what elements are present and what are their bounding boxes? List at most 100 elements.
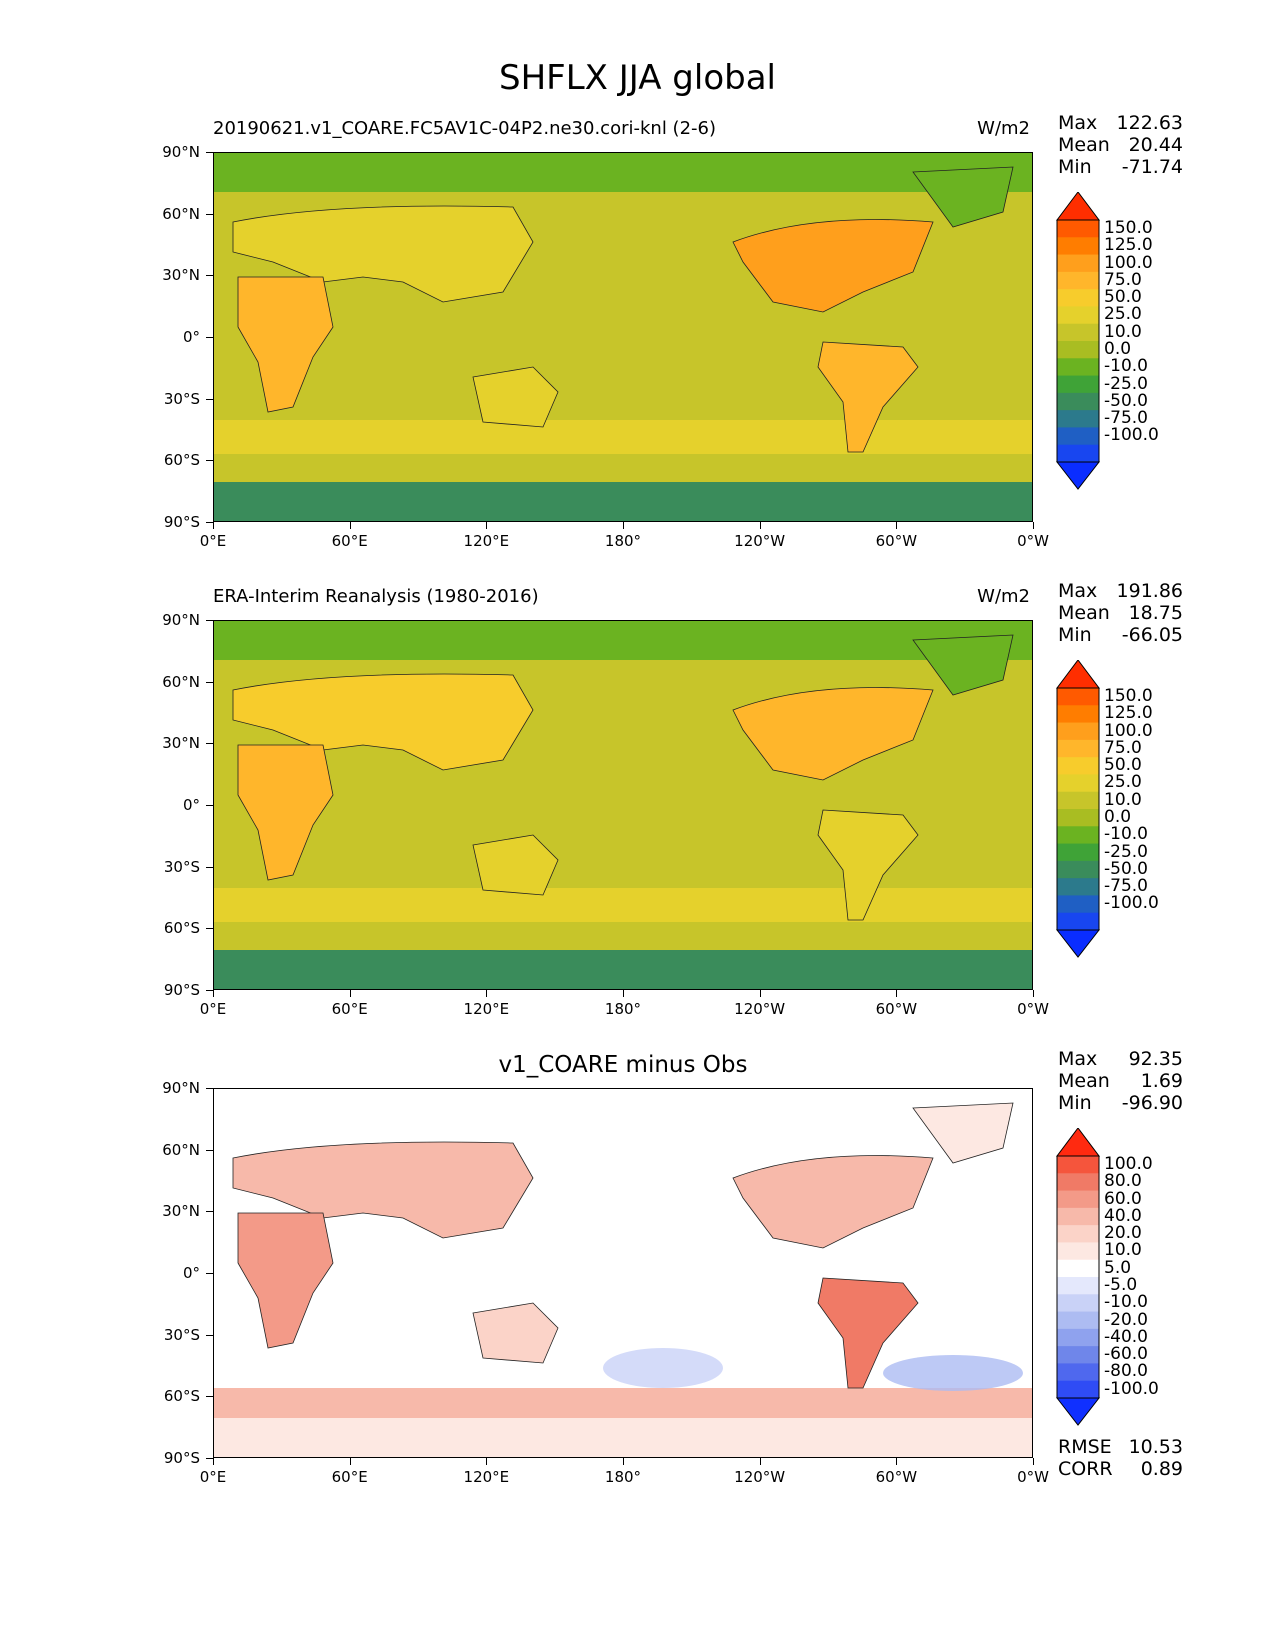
colorbar-tick-label: 50.0 [1104,287,1142,308]
lon-tick [1033,1458,1034,1465]
map-frame [213,620,1033,990]
lon-tick [623,522,624,529]
eurasia-land [232,205,534,303]
map-difference [213,1088,1033,1458]
panel-obs: ERA-Interim Reanalysis (1980-2016) W/m2 … [0,568,1275,1018]
colorbar-segment [1057,1173,1099,1192]
panel-units: W/m2 [977,586,1030,607]
colorbar-segment [1057,1190,1099,1209]
lat-tick [206,1088,213,1089]
lon-tick [759,990,761,997]
colorbar-tick-label: 60.0 [1104,1188,1142,1209]
lon-tick [349,1458,351,1465]
lat-tick-label: 90°N [162,611,200,629]
colorbar-segment [1057,1311,1099,1330]
colorbar-segment [1057,427,1099,446]
colorbar-tick-label: -50.0 [1104,390,1148,411]
colorbar-segment [1057,1156,1099,1174]
colorbar-extend-bottom [1055,1397,1101,1426]
colorbar-segment [1057,306,1099,325]
colorbar-segment [1057,1242,1099,1261]
lon-tick-label: 120°E [463,532,510,550]
stats-block: Max 122.63 Mean 20.44 Min -71.74 [1058,112,1183,178]
stat-label: Mean [1058,602,1110,624]
colorbar [1055,1128,1101,1426]
lon-tick [1033,990,1034,997]
lon-tick [623,990,624,997]
colorbar-segment [1057,1207,1099,1226]
colorbar-tick-label: -75.0 [1104,876,1148,897]
lon-tick [1033,522,1034,529]
lon-tick-label: 60°E [331,1468,368,1486]
stat-label: Max [1058,112,1098,134]
lon-tick [896,990,898,997]
stat-value: 0.89 [1140,1458,1183,1480]
colorbar-extend-top [1056,192,1100,221]
colorbar-segment [1057,375,1099,394]
stat-value: -71.74 [1121,156,1183,178]
colorbar-segment [1057,323,1099,342]
lat-tick [206,1149,213,1151]
colorbar-segment [1057,220,1099,238]
lat-tick-label: 90°N [162,143,200,161]
lon-tick [349,990,351,997]
colorbar-frame [1056,1155,1100,1399]
lat-tick-label: 60°S [163,451,200,470]
stat-value: -96.90 [1121,1092,1183,1114]
colorbar-tick-label: 150.0 [1104,686,1153,706]
north-america-land [732,687,934,781]
colorbar-segment [1057,843,1099,862]
colorbar-segment [1057,791,1099,810]
lat-tick-label: 0° [182,796,200,814]
colorbar [1055,660,1101,958]
lon-tick-label: 120°E [463,1468,510,1486]
colorbar-tick-label: 75.0 [1104,737,1142,758]
lat-tick [206,1396,213,1398]
stat-label: Max [1058,1048,1098,1070]
eurasia-land [232,673,534,771]
lat-tick [206,213,213,215]
lon-tick [896,1458,898,1465]
lat-tick-label: 30°S [163,857,200,876]
south-america-land [817,809,919,921]
colorbar-segment [1057,878,1099,896]
lat-tick [206,928,213,930]
colorbar-tick-label: -10.0 [1104,356,1148,377]
colorbar-segment [1057,444,1099,463]
lat-tick-label: 30°S [163,1325,200,1344]
antarctica-region [213,1418,1033,1458]
stat-value: 191.86 [1116,580,1183,602]
lon-tick-label: 120°W [734,1000,786,1018]
lat-tick [206,681,213,683]
colorbar-segment [1057,237,1099,256]
australia-land [472,1302,559,1364]
colorbar-tick-label: 125.0 [1104,235,1153,256]
lat-tick [206,275,213,277]
africa-land [237,1212,334,1349]
colorbar-tick-label: 75.0 [1104,269,1142,290]
stats-block: Max 92.35 Mean 1.69 Min -96.90 [1058,1048,1183,1114]
lat-tick [206,460,213,462]
panel-left-title: ERA-Interim Reanalysis (1980-2016) [213,586,539,607]
lon-tick [623,1458,624,1465]
lat-tick [206,152,213,153]
colorbar-segment [1057,341,1099,359]
colorbar-segment [1057,1346,1099,1364]
colorbar-tick-label: -10.0 [1104,824,1148,845]
stat-value: 1.69 [1140,1070,1183,1092]
colorbar-segment [1057,392,1099,411]
lon-tick-label: 0°W [1017,532,1049,550]
lon-tick [213,990,214,997]
stat-value: 92.35 [1128,1048,1183,1070]
australia-land [472,366,559,428]
colorbar-tick-label: 25.0 [1104,772,1142,793]
colorbar-segment [1057,826,1099,845]
antarctica-region [213,482,1033,522]
colorbar-tick-label: -25.0 [1104,373,1148,394]
colorbar-tick-label: 50.0 [1104,755,1142,776]
colorbar-frame [1056,687,1100,931]
lon-tick-label: 0°E [199,1468,227,1486]
arctic-band [213,620,1033,660]
colorbar-tick-label: 10.0 [1104,321,1142,342]
stat-label: Min [1058,1092,1092,1114]
